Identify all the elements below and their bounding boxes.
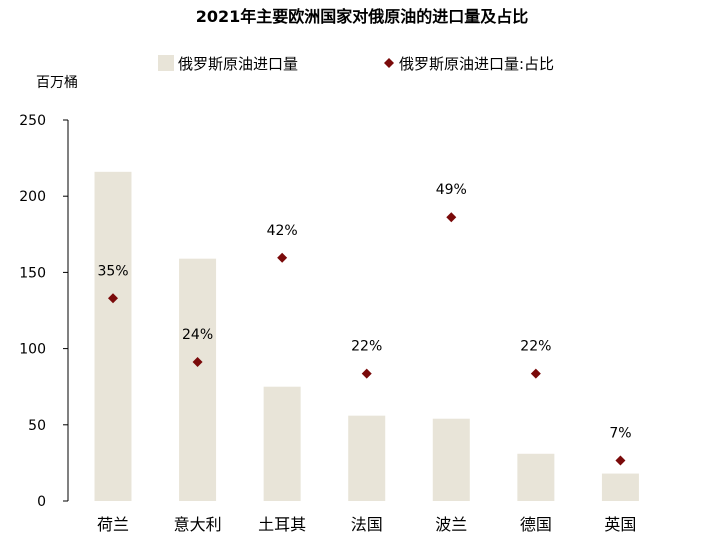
x-tick-label: 土耳其 bbox=[258, 515, 306, 534]
x-axis: 荷兰 意大利 土耳其 法国 波兰 德国 英国 bbox=[97, 515, 636, 534]
bar-series bbox=[94, 171, 639, 502]
y-axis: 0 50 100 150 200 250 bbox=[19, 113, 68, 510]
bar bbox=[179, 258, 217, 501]
share-point bbox=[361, 368, 372, 379]
y-tick-label: 100 bbox=[19, 342, 46, 358]
x-tick-label: 波兰 bbox=[435, 515, 467, 534]
share-series: 35% 24% 42% 22% 49% 22% 7% bbox=[97, 182, 632, 466]
y-axis-unit: 百万桶 bbox=[36, 75, 78, 91]
share-label: 49% bbox=[436, 182, 467, 198]
x-tick-label: 英国 bbox=[604, 515, 636, 534]
share-label: 22% bbox=[520, 339, 551, 355]
x-tick-label: 德国 bbox=[520, 515, 552, 534]
legend-bar-swatch bbox=[158, 55, 174, 71]
legend-diamond-icon bbox=[384, 58, 394, 68]
share-label: 7% bbox=[609, 425, 631, 441]
x-tick-label: 法国 bbox=[351, 515, 383, 534]
share-label: 24% bbox=[182, 327, 213, 343]
y-tick-label: 150 bbox=[19, 265, 46, 281]
chart-title: 2021年主要欧洲国家对俄原油的进口量及占比 bbox=[196, 7, 529, 26]
bar bbox=[601, 473, 639, 501]
y-tick-label: 250 bbox=[19, 113, 46, 129]
share-label: 42% bbox=[267, 223, 298, 239]
legend-bar-label: 俄罗斯原油进口量 bbox=[178, 55, 298, 73]
share-label: 35% bbox=[97, 263, 128, 279]
bar bbox=[263, 386, 301, 501]
y-tick-label: 0 bbox=[37, 494, 46, 510]
share-point bbox=[192, 357, 203, 368]
bar bbox=[94, 171, 132, 502]
share-point bbox=[108, 293, 118, 304]
x-tick-label: 意大利 bbox=[174, 515, 222, 534]
share-point bbox=[446, 212, 457, 223]
share-label: 22% bbox=[351, 339, 382, 355]
bar bbox=[517, 453, 555, 501]
y-tick-label: 50 bbox=[28, 418, 46, 434]
legend: 俄罗斯原油进口量 俄罗斯原油进口量:占比 bbox=[158, 55, 554, 73]
legend-scatter-label: 俄罗斯原油进口量:占比 bbox=[399, 55, 554, 73]
share-point bbox=[615, 455, 626, 466]
share-point bbox=[277, 252, 288, 263]
share-point bbox=[530, 368, 541, 379]
bar bbox=[348, 415, 386, 501]
bar bbox=[432, 418, 470, 501]
x-tick-label: 荷兰 bbox=[97, 515, 129, 534]
y-tick-label: 200 bbox=[19, 189, 46, 205]
